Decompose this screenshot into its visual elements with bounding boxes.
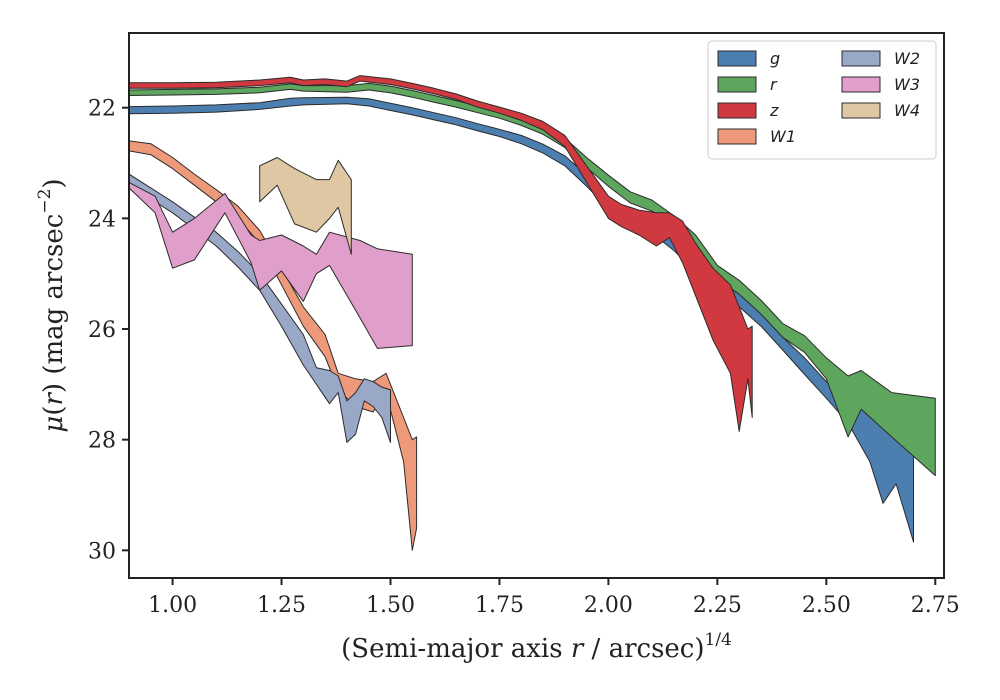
legend-label-z: z [769, 101, 779, 120]
legend-label-w4: W4 [894, 101, 920, 120]
y-tick-label: 26 [88, 318, 116, 343]
x-tick-label: 2.50 [802, 593, 851, 618]
plot-area [129, 75, 936, 551]
legend: grz W1 W2 W3 W4 [707, 40, 937, 160]
x-tick-label: 1.50 [366, 593, 415, 618]
legend-box [707, 40, 937, 160]
x-tick-label: 2.75 [911, 593, 960, 618]
x-tick-label: 1.00 [148, 593, 197, 618]
band-z [129, 75, 753, 432]
legend-swatch-w4 [841, 102, 881, 119]
band-r [129, 82, 936, 477]
legend-swatch-r [717, 76, 757, 93]
x-tick-label: 1.25 [257, 593, 306, 618]
y-tick-label: 28 [88, 429, 116, 454]
band-w4 [259, 157, 352, 255]
x-tick-label: 1.75 [475, 593, 524, 618]
y-tick-label: 24 [88, 207, 116, 232]
x-axis-label: (Semi-major axis r / arcsec)1/4 [341, 630, 732, 664]
legend-swatch-z [717, 102, 757, 119]
legend-swatch-w1 [717, 128, 757, 145]
legend-swatch-g [717, 50, 757, 67]
axis-ticks: 1.00 1.25 1.50 1.75 2.00 2.25 2.50 2.75 22 24 26 28… [88, 97, 960, 618]
plot-frame [128, 32, 945, 579]
y-tick-label: 22 [88, 97, 116, 122]
x-tick-label: 2.00 [584, 593, 633, 618]
y-axis-label: μ(r) (mag arcsec−2) [35, 178, 69, 432]
legend-swatch-w2 [841, 50, 881, 67]
x-tick-label: 2.25 [693, 593, 742, 618]
band-g [129, 96, 914, 543]
legend-label-w3: W3 [894, 75, 920, 94]
legend-label-w1: W1 [770, 127, 796, 146]
y-tick-label: 30 [88, 539, 116, 564]
legend-label-g: g [770, 49, 780, 68]
legend-label-w2: W2 [894, 49, 920, 68]
legend-swatch-w3 [841, 76, 881, 93]
legend-label-r: r [770, 75, 778, 94]
band-w3 [129, 181, 413, 349]
